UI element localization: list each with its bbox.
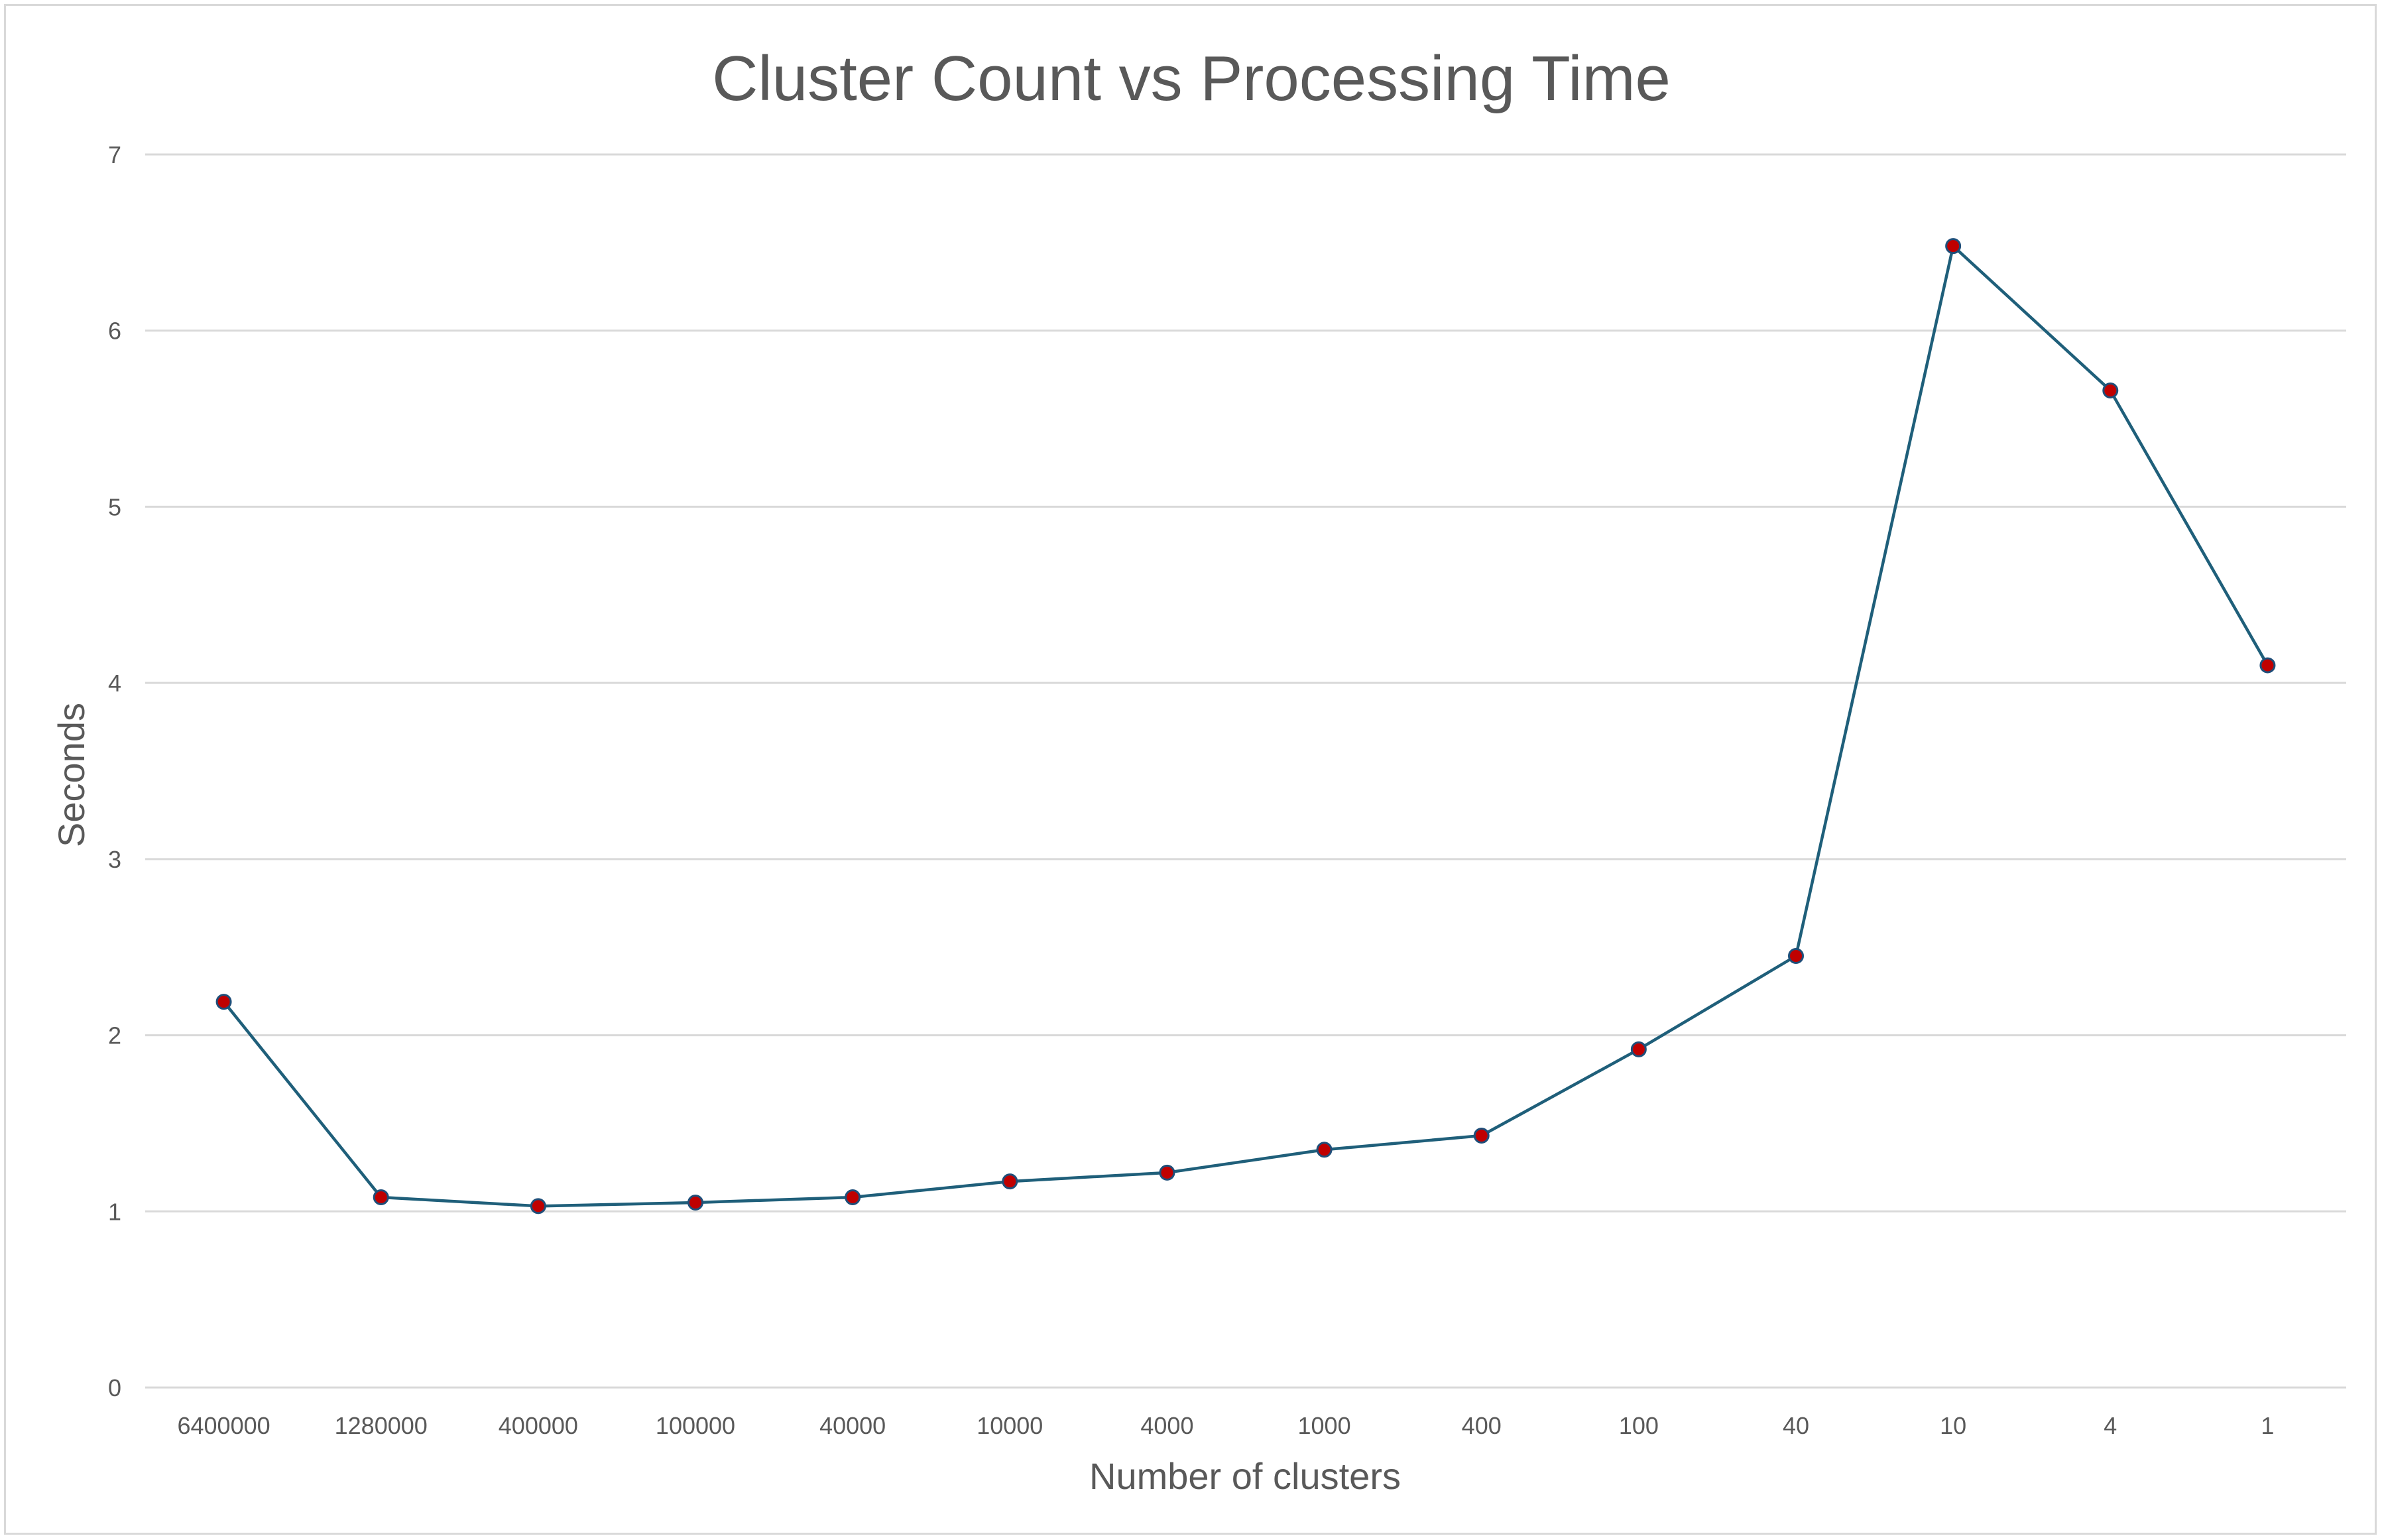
y-tick-label-6: 6 (108, 318, 121, 345)
y-tick-label-5: 5 (108, 493, 121, 520)
y-tick-label-4: 4 (108, 670, 121, 697)
series-line (222, 244, 2269, 1208)
y-tick-labels: 0 1 2 3 4 5 6 7 (108, 141, 121, 1401)
x-tick-label-10: 10 (1940, 1412, 1966, 1439)
gridlines (145, 153, 2346, 1389)
data-point-1000 (1316, 1142, 1333, 1158)
data-point-6400000 (215, 994, 232, 1010)
x-tick-label-4: 4 (2104, 1412, 2117, 1439)
data-point-100000 (687, 1195, 703, 1211)
data-point-10000 (1002, 1173, 1018, 1190)
x-axis-title: Number of clusters (1089, 1455, 1401, 1497)
x-tick-label-400000: 400000 (499, 1412, 578, 1439)
x-tick-label-10000: 10000 (977, 1412, 1043, 1439)
x-tick-label-400: 400 (1462, 1412, 1502, 1439)
x-tick-label-4000: 4000 (1140, 1412, 1193, 1439)
x-tick-label-40000: 40000 (819, 1412, 886, 1439)
x-tick-label-100000: 100000 (656, 1412, 735, 1439)
x-tick-labels: 6400000 1280000 400000 100000 40000 10000 4000… (177, 1412, 2274, 1439)
data-point-40000 (845, 1189, 861, 1206)
x-tick-label-6400000: 6400000 (177, 1412, 270, 1439)
x-tick-label-1280000: 1280000 (335, 1412, 428, 1439)
chart-svg: Cluster Count vs Processing Time 0 1 2 3 4 5 6… (50, 43, 2346, 1497)
chart-frame: Cluster Count vs Processing Time 0 1 2 3 4 5 6… (4, 4, 2377, 1535)
x-tick-label-40: 40 (1783, 1412, 1809, 1439)
data-point-100 (1630, 1041, 1647, 1057)
x-tick-label-100: 100 (1619, 1412, 1659, 1439)
y-tick-label-3: 3 (108, 846, 121, 873)
chart-title: Cluster Count vs Processing Time (712, 43, 1671, 114)
data-point-400000 (530, 1198, 546, 1214)
y-tick-label-0: 0 (108, 1374, 121, 1401)
data-point-1280000 (373, 1189, 389, 1206)
y-tick-label-1: 1 (108, 1198, 121, 1225)
series-group (215, 238, 2276, 1214)
x-tick-label-1: 1 (2261, 1412, 2274, 1439)
y-tick-label-2: 2 (108, 1022, 121, 1049)
data-point-40 (1788, 948, 1804, 964)
data-point-4 (2102, 383, 2119, 399)
data-point-10 (1945, 238, 1962, 255)
x-tick-label-1000: 1000 (1298, 1412, 1351, 1439)
data-point-4000 (1159, 1164, 1175, 1181)
y-tick-label-7: 7 (108, 141, 121, 168)
y-axis-title: Seconds (50, 703, 92, 847)
data-point-400 (1473, 1128, 1490, 1144)
data-point-1 (2259, 657, 2276, 674)
